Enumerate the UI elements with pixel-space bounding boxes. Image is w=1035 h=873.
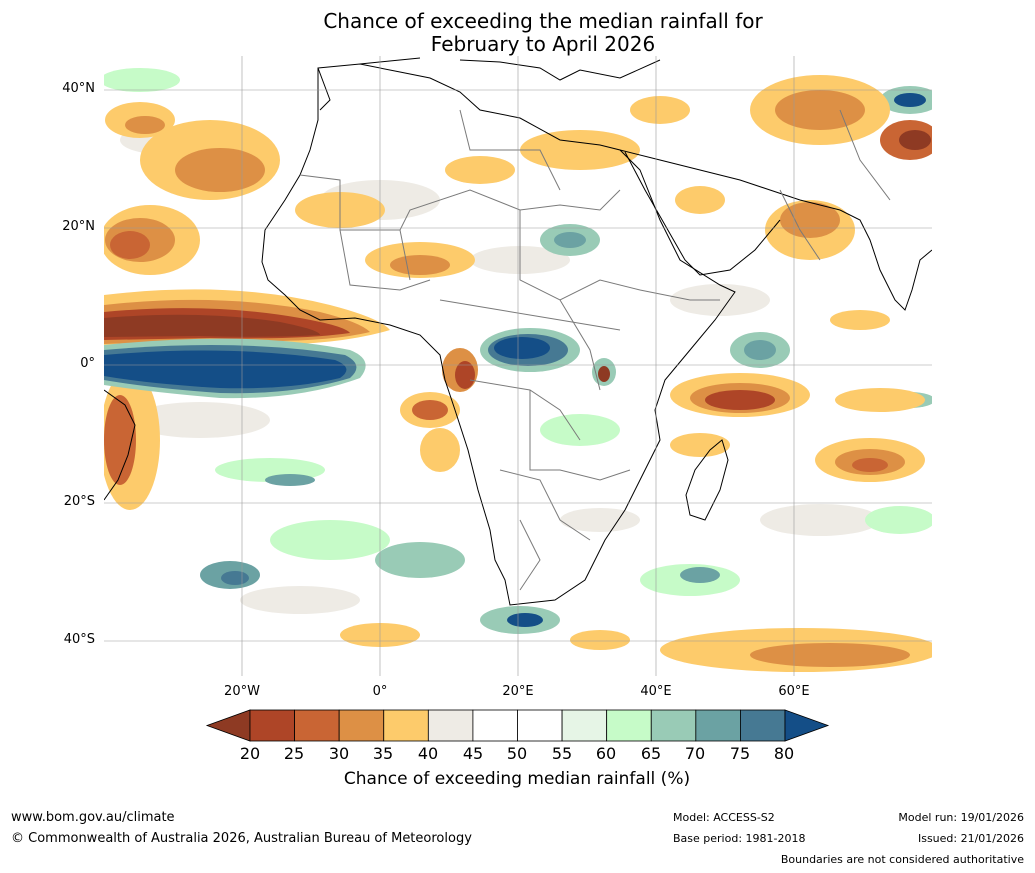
legend-title: Chance of exceeding median rainfall (%) [343, 769, 691, 789]
map-field [104, 56, 932, 676]
legend-tick-40: 40 [417, 744, 439, 763]
arabia-coastline [619, 149, 932, 311]
south-america-edge [104, 389, 136, 501]
africa-coastline [261, 63, 736, 606]
colorbar-segment-25_30 [294, 709, 340, 742]
title-line-2: February to April 2026 [430, 32, 656, 56]
country-borders [299, 109, 891, 591]
model-run-date: Model run: 19/01/2026 [898, 811, 1024, 824]
colorbar-segment-45_55 [472, 709, 518, 742]
colorbar-segment-60_65 [606, 709, 652, 742]
colorbar-segment-55_60 [561, 709, 608, 742]
lat-label-20s: 20°S [63, 494, 95, 509]
atlantic-dry-band [104, 289, 390, 350]
colorbar-arrow-above [784, 709, 830, 742]
boundaries-disclaimer: Boundaries are not considered authoritat… [780, 853, 1024, 866]
colorbar-segment-75_80 [740, 709, 786, 742]
legend-tick-30: 30 [328, 744, 350, 763]
lat-label-40s: 40°S [63, 632, 95, 647]
lat-label-40n: 40°N [62, 81, 95, 96]
colorbar-segment-40_45 [427, 709, 474, 742]
lon-label-60e: 60°E [778, 684, 810, 699]
red-sea-coast [624, 151, 781, 276]
colorbar-segment-35_40 [383, 709, 429, 742]
legend-tick-20: 20 [239, 744, 261, 763]
legend-tick-65: 65 [640, 744, 662, 763]
congo-wet-anomaly [480, 328, 616, 386]
rainfall-map [104, 56, 932, 676]
colorbar-segment-70_75 [695, 709, 741, 742]
legend-tick-55: 55 [551, 744, 573, 763]
lon-label-20w: 20°W [224, 684, 260, 699]
issued-date: Issued: 21/01/2026 [917, 832, 1024, 845]
europe-coast [317, 57, 661, 111]
legend-tick-70: 70 [684, 744, 706, 763]
colorbar-segment-45_55 [517, 709, 563, 742]
title-line-1: Chance of exceeding the median rainfall … [323, 9, 763, 33]
grey-patches [120, 126, 880, 614]
lat-label-20n: 20°N [62, 219, 95, 234]
lat-label-0: 0° [80, 356, 95, 371]
graticule [104, 56, 932, 676]
colorbar-segment-20_25 [249, 709, 295, 742]
madagascar [685, 439, 729, 521]
colorbar-segment-65_70 [650, 709, 697, 742]
dry-patches [104, 75, 932, 672]
legend-tick-50: 50 [506, 744, 528, 763]
model-name: Model: ACCESS-S2 [673, 811, 775, 824]
legend-tick-35: 35 [372, 744, 394, 763]
lon-label-20e: 20°E [502, 684, 534, 699]
legend-tick-75: 75 [729, 744, 751, 763]
colorbar-arrow-below [205, 709, 251, 742]
lon-label-40e: 40°E [640, 684, 672, 699]
website-link[interactable]: www.bom.gov.au/climate [11, 810, 175, 825]
legend-tick-60: 60 [595, 744, 617, 763]
lon-label-0: 0° [372, 684, 388, 699]
chart-title: Chance of exceeding the median rainfall … [0, 10, 1035, 56]
legend-tick-25: 25 [283, 744, 305, 763]
wet-patches [104, 68, 932, 634]
atlantic-wet-tongue [104, 338, 366, 399]
legend-tick-80: 80 [773, 744, 795, 763]
base-period: Base period: 1981-2018 [673, 832, 806, 845]
colorbar-segment-30_35 [338, 709, 385, 742]
copyright-text: © Commonwealth of Australia 2026, Austra… [11, 831, 472, 846]
legend-tick-45: 45 [462, 744, 484, 763]
